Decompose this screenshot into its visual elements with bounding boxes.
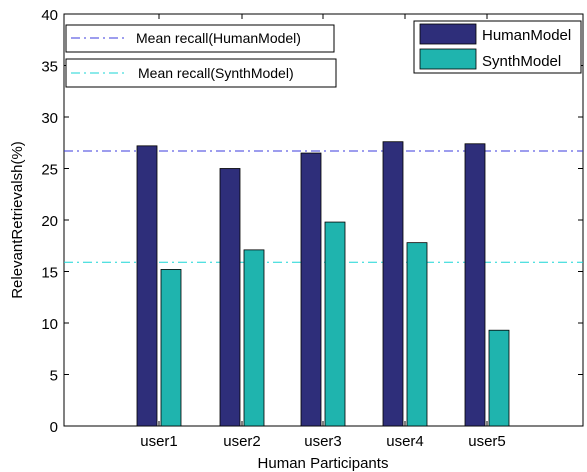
reference-legend-synth-label: Mean recall(SynthModel) — [138, 65, 294, 81]
y-tick-label: 10 — [41, 316, 58, 333]
x-tick-label-user1: user1 — [140, 433, 178, 450]
reference-legend-human-label: Mean recall(HumanModel) — [136, 30, 301, 46]
y-tick-label: 5 — [50, 368, 58, 385]
legend-swatch-synthmodel — [419, 48, 477, 70]
y-tick-label: 20 — [41, 213, 58, 230]
x-tick-label-user2: user2 — [223, 433, 261, 450]
bar-humanmodel-user2 — [219, 168, 241, 427]
y-tick-label: 25 — [41, 162, 58, 179]
y-tick-label: 30 — [41, 110, 58, 127]
y-axis-label: RelevantRetrievalsh(%) — [9, 141, 26, 299]
x-tick-label-user3: user3 — [304, 433, 342, 450]
bars — [136, 141, 510, 427]
y-tick-label: 15 — [41, 265, 58, 282]
legend-swatch-humanmodel — [419, 23, 477, 45]
x-tick-label-user5: user5 — [468, 433, 506, 450]
y-tick-label: 35 — [41, 59, 58, 76]
bar-humanmodel-user4 — [382, 141, 404, 427]
y-tick-label: 0 — [50, 419, 58, 436]
bar-synthmodel-user1 — [160, 269, 182, 427]
x-tick-label-user4: user4 — [386, 433, 424, 450]
bar-humanmodel-user5 — [464, 143, 486, 427]
bar-humanmodel-user1 — [136, 145, 158, 427]
x-axis-ticks: user1 user2 user3 user4 user5 — [140, 14, 506, 450]
bar-synthmodel-user2 — [243, 249, 265, 427]
bar-synthmodel-user4 — [406, 242, 428, 427]
bar-synthmodel-user3 — [324, 221, 346, 427]
y-axis-ticks: 0 5 10 15 20 25 30 35 40 — [41, 7, 583, 436]
reference-legend-synth-box — [65, 58, 337, 88]
reference-legend-human: Mean recall(HumanModel) — [65, 24, 335, 53]
legend-label-humanmodel: HumanModel — [482, 27, 571, 44]
reference-lines — [64, 150, 583, 263]
reference-legend-synth: Mean recall(SynthModel) — [65, 58, 337, 88]
x-axis-label: Human Participants — [258, 455, 389, 472]
y-tick-label: 40 — [41, 7, 58, 24]
legend-label-synthmodel: SynthModel — [482, 53, 561, 70]
bar-synthmodel-user5 — [488, 329, 510, 427]
series-legend: HumanModel SynthModel — [413, 20, 582, 74]
bar-humanmodel-user3 — [300, 152, 322, 427]
